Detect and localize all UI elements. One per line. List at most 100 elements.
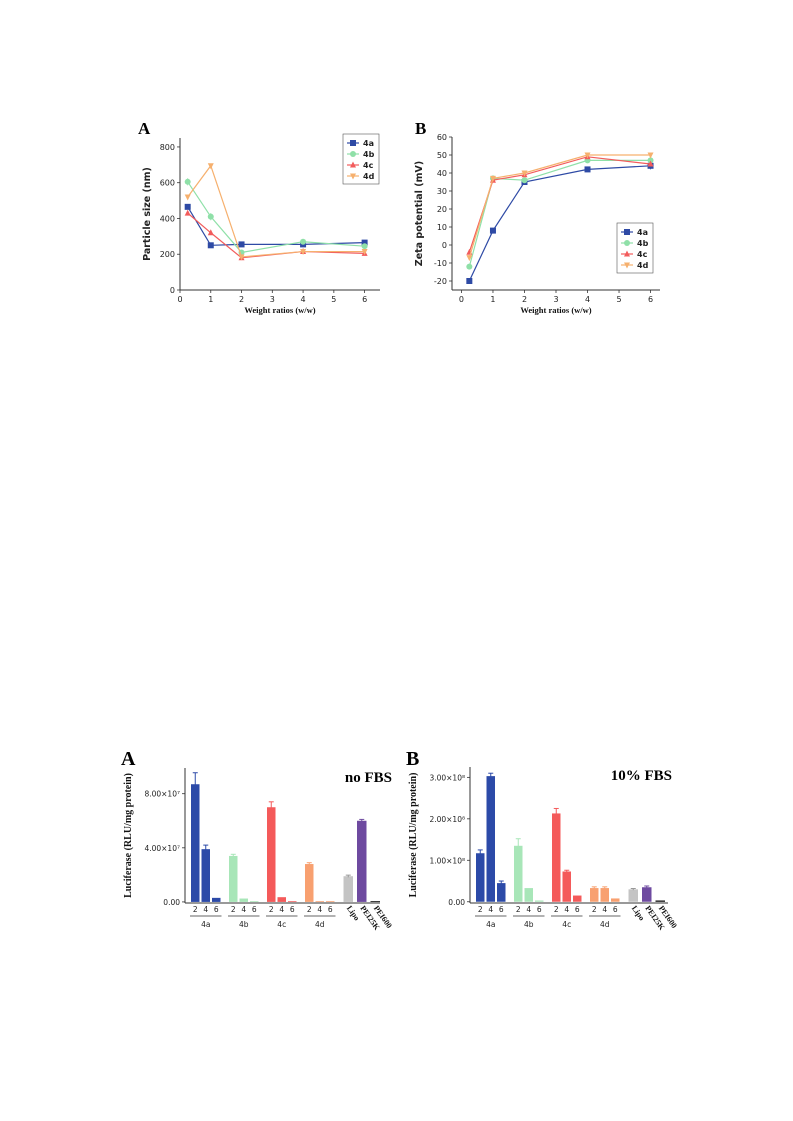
series-4a bbox=[184, 203, 368, 249]
y-tick-label: 40 bbox=[437, 169, 447, 178]
data-point bbox=[647, 157, 654, 164]
x-tick-label: 6 bbox=[290, 905, 295, 914]
y-tick-label: 1.00×10⁸ bbox=[429, 856, 465, 865]
data-point bbox=[238, 241, 245, 248]
bar-4a-2 bbox=[476, 853, 485, 902]
group-label: 4b bbox=[239, 920, 249, 929]
y-tick-label: 50 bbox=[437, 151, 447, 160]
y-tick-label: 200 bbox=[160, 250, 175, 259]
y-axis-title: Luciferase (RLU/mg protein) bbox=[408, 773, 419, 898]
x-tick-label: 4 bbox=[301, 295, 306, 304]
data-point bbox=[521, 177, 528, 184]
y-tick-label: 2.00×10⁸ bbox=[429, 815, 465, 824]
x-tick-label: 4 bbox=[488, 905, 493, 914]
bar-Lipo bbox=[628, 889, 638, 902]
y-tick-label: 600 bbox=[160, 179, 175, 188]
y-tick-label: 3.00×10⁸ bbox=[429, 773, 465, 782]
data-point bbox=[584, 166, 591, 173]
x-axis-title: Weight ratios (w/w) bbox=[244, 305, 315, 315]
y-tick-label: 400 bbox=[160, 214, 175, 223]
group-label: 4a bbox=[201, 920, 210, 929]
bar-4b-6 bbox=[535, 900, 544, 902]
x-tick-label: 6 bbox=[537, 905, 542, 914]
legend-label: 4c bbox=[363, 161, 374, 170]
x-tick-label: 6 bbox=[648, 295, 653, 304]
data-point bbox=[207, 213, 214, 220]
x-tick-label: 1 bbox=[208, 295, 213, 304]
data-point bbox=[466, 263, 473, 270]
panel-label: A bbox=[138, 119, 151, 138]
series-4b bbox=[184, 178, 368, 256]
data-point bbox=[184, 194, 191, 201]
data-point bbox=[647, 152, 654, 159]
bar-PEI25K bbox=[357, 820, 367, 902]
bar-4d-4 bbox=[600, 888, 609, 902]
legend-marker bbox=[624, 229, 630, 235]
y-tick-label: -10 bbox=[434, 259, 447, 268]
x-axis-title: Weight ratios (w/w) bbox=[520, 305, 591, 315]
y-tick-label: 0 bbox=[442, 241, 447, 250]
data-point bbox=[521, 170, 528, 177]
x-tick-label: 6 bbox=[252, 905, 257, 914]
y-axis-title: Particle size (nm) bbox=[142, 167, 153, 261]
data-point bbox=[184, 203, 191, 210]
group-label: 4d bbox=[600, 920, 610, 929]
bar-4a-6 bbox=[212, 897, 221, 902]
control-label: Lipo bbox=[345, 904, 362, 922]
legend-marker bbox=[624, 250, 630, 257]
y-tick-label: 8.00×10⁷ bbox=[144, 790, 180, 799]
x-tick-label: 6 bbox=[362, 295, 367, 304]
condition-label: 10% FBS bbox=[611, 768, 672, 784]
y-tick-label: -20 bbox=[434, 277, 447, 286]
x-tick-label: 4 bbox=[602, 905, 607, 914]
bar-4d-6 bbox=[611, 898, 620, 902]
x-tick-label: 4 bbox=[241, 905, 246, 914]
legend-marker bbox=[350, 140, 356, 146]
bar-4c-2 bbox=[552, 813, 561, 902]
y-axis-title: Luciferase (RLU/mg protein) bbox=[123, 773, 134, 898]
bar-4a-4 bbox=[486, 776, 495, 902]
x-tick-label: 4 bbox=[564, 905, 569, 914]
x-tick-label: 2 bbox=[478, 905, 483, 914]
bar-4c-6 bbox=[573, 895, 582, 902]
y-tick-label: 4.00×10⁷ bbox=[144, 844, 180, 853]
legend-marker bbox=[624, 262, 630, 269]
bar-4c-6 bbox=[288, 901, 297, 903]
data-point bbox=[584, 152, 591, 159]
bar-4b-4 bbox=[524, 888, 533, 902]
x-tick-label: 6 bbox=[214, 905, 219, 914]
series-line-4b bbox=[187, 181, 365, 254]
bar-4d-2 bbox=[590, 888, 599, 902]
legend-label: 4b bbox=[363, 150, 375, 159]
x-tick-label: 6 bbox=[575, 905, 580, 914]
x-tick-label: 5 bbox=[616, 295, 621, 304]
bar-4a-2 bbox=[191, 784, 200, 902]
x-tick-label: 2 bbox=[231, 905, 236, 914]
legend-label: 4a bbox=[363, 139, 374, 148]
legend-marker bbox=[624, 240, 630, 246]
group-label: 4a bbox=[486, 920, 495, 929]
x-tick-label: 4 bbox=[526, 905, 531, 914]
x-tick-label: 4 bbox=[585, 295, 590, 304]
panel-label: A bbox=[121, 748, 136, 770]
data-point bbox=[489, 227, 496, 234]
x-tick-label: 2 bbox=[522, 295, 527, 304]
condition-label: no FBS bbox=[345, 770, 392, 786]
zeta-potential-chart: B -20 -10 0 10 20 30 40 50 60 0 1 2 3 4 5 6 Weight ratios… bbox=[414, 119, 660, 315]
bar-Lipo bbox=[343, 876, 353, 902]
bar-4c-4 bbox=[277, 897, 286, 902]
bar-PEI600 bbox=[370, 901, 380, 903]
luciferase-10-fbs-chart: B 10% FBS 0.00 1.00×10⁸ 2.00×10⁸ 3.00×10⁸ Luci… bbox=[406, 748, 679, 932]
legend-label: 4a bbox=[637, 228, 648, 237]
bar-PEI25K bbox=[642, 887, 652, 902]
x-tick-label: 4 bbox=[203, 905, 208, 914]
bar-4b-6 bbox=[250, 901, 259, 903]
x-tick-label: 2 bbox=[592, 905, 597, 914]
y-axis-title: Zeta potential (mV) bbox=[414, 161, 425, 266]
legend: 4a 4b 4c 4d bbox=[616, 222, 654, 274]
y-tick-label: 30 bbox=[437, 187, 447, 196]
data-point bbox=[207, 242, 214, 249]
bar-4b-4 bbox=[239, 898, 248, 902]
y-tick-label: 0 bbox=[170, 286, 175, 295]
x-tick-label: 4 bbox=[317, 905, 322, 914]
